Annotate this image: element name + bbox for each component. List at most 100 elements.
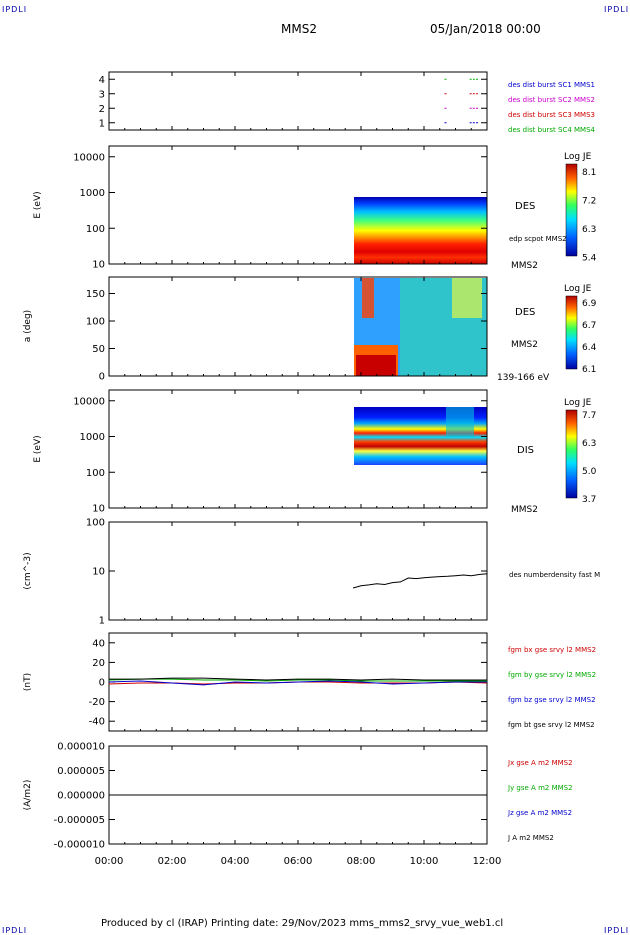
x-tick-label: 08:00 [347, 856, 376, 867]
current-legend-entry: Jy gse A m2 MMS2 [507, 784, 573, 792]
current-legend-entry: J A m2 MMS2 [507, 834, 554, 842]
y-tick-label: 150 [86, 289, 105, 300]
y-tick-label: 100 [86, 224, 105, 235]
y-tick-label: 1 [99, 118, 105, 129]
bfield-line [108, 680, 487, 686]
panel-density-ylabel: (cm^-3) [23, 552, 33, 589]
panel-current-legend: Jx gse A m2 MMS2 Jy gse A m2 MMS2 Jz gse A… [507, 759, 573, 842]
y-tick-label: 1 [99, 616, 105, 627]
panel-dis-energy-ylabel: E (eV) [33, 435, 43, 462]
panel-burst-marks [444, 78, 478, 124]
x-axis-ticks: 00:00 02:00 04:00 06:00 08:00 10:00 12:00 [95, 72, 502, 867]
footer-logo-right: IPDLI [604, 926, 630, 935]
dis-energy-label: DIS [517, 445, 534, 456]
des-pitch-colorbar-title: Log JE [564, 284, 592, 294]
y-tick-label: 10000 [73, 152, 105, 163]
des-pitch-red-top [362, 278, 374, 318]
panel-current-yticks: -0.000010 -0.000005 0.000000 0.000005 0.0000… [54, 742, 487, 851]
y-tick-label: 0.000000 [57, 791, 105, 802]
burst-legend-entry: des dist burst SC2 MMS2 [508, 96, 595, 104]
y-tick-label: 0.000005 [57, 766, 105, 777]
dis-energy-feature [446, 407, 474, 437]
y-tick-label: -40 [89, 717, 105, 728]
x-tick-label: 02:00 [158, 856, 187, 867]
panel-des-energy: 10 100 1000 10000 E (eV) DES edp scpot MMS2… [33, 145, 597, 271]
y-tick-label: 0.000010 [57, 742, 105, 753]
density-line [352, 573, 488, 589]
dis-energy-colorbar-title: Log JE [564, 398, 592, 408]
y-tick-label: 40 [92, 638, 105, 649]
des-energy-colorbar-ticks: 8.1 7.2 6.3 5.4 [582, 168, 597, 264]
des-pitch-label: DES [515, 307, 535, 318]
des-pitch-annotation: MMS2 [511, 340, 538, 350]
spacecraft-title: MMS2 [281, 22, 317, 36]
panel-density: 1 10 100 (cm^-3) des numberdensity fast M [23, 518, 600, 627]
des-pitch-red-core [356, 355, 396, 376]
density-legend: des numberdensity fast M [509, 571, 600, 579]
panel-current: -0.000010 -0.000005 0.000000 0.000005 0.0000… [23, 742, 573, 851]
dis-energy-colorbar-ticks: 7.7 6.3 5.0 3.7 [582, 411, 597, 505]
y-tick-label: 0 [99, 678, 105, 689]
footer-text: Produced by cl (IRAP) Printing date: 29/… [101, 918, 504, 929]
panel-des-pitch: 0 50 100 150 a (deg) DES MMS2 139-166 eV Lo… [23, 276, 597, 383]
bfield-legend-entry: fgm bx gse srvy l2 MMS2 [508, 646, 596, 654]
panel-burst-yticks: 1 2 3 4 [99, 75, 487, 129]
panel-bfield-legend: fgm bx gse srvy l2 MMS2 fgm by gse srvy l… [508, 646, 596, 729]
panel-density-lines [352, 573, 488, 589]
colorbar-tick-label: 7.7 [582, 411, 596, 421]
panel-bfield-ylabel: (nT) [23, 673, 33, 691]
bfield-legend-entry: fgm by gse srvy l2 MMS2 [508, 671, 596, 679]
panel-current-ylabel: (A/m2) [23, 780, 33, 811]
y-tick-label: 50 [92, 344, 105, 355]
datetime-title: 05/Jan/2018 00:00 [430, 22, 541, 36]
logo-left: IPDLI [2, 5, 28, 14]
des-energy-colorbar-title: Log JE [564, 152, 592, 162]
panel-burst-frame [108, 71, 488, 131]
panel-burst-legend: des dist burst SC1 MMS1 des dist burst SC… [508, 81, 596, 134]
y-tick-label: 10 [92, 504, 105, 515]
des-pitch-colorbar-ticks: 6.9 6.7 6.4 6.1 [582, 299, 597, 375]
des-energy-colorbar [565, 163, 578, 257]
burst-legend-entry: des dist burst SC4 MMS4 [508, 126, 596, 134]
y-tick-label: 100 [86, 468, 105, 479]
y-tick-label: 10000 [73, 396, 105, 407]
colorbar-tick-label: 6.3 [582, 439, 596, 449]
colorbar-tick-label: 6.4 [582, 343, 597, 353]
burst-legend-entry: des dist burst SC1 MMS1 [508, 81, 595, 89]
y-tick-label: 10 [92, 260, 105, 271]
x-tick-label: 00:00 [95, 856, 124, 867]
y-tick-label: 10 [92, 567, 105, 578]
colorbar-tick-label: 6.7 [582, 321, 596, 331]
burst-legend-entry: des dist burst SC3 MMS3 [508, 111, 595, 119]
y-tick-label: 100 [86, 317, 105, 328]
x-tick-label: 12:00 [473, 856, 502, 867]
colorbar-tick-label: 5.0 [582, 467, 597, 477]
y-tick-label: -0.000005 [54, 815, 105, 826]
current-legend-entry: Jz gse A m2 MMS2 [507, 809, 572, 817]
panel-dis-energy-yticks: 10 100 1000 10000 [73, 396, 487, 515]
y-tick-label: -0.000010 [54, 840, 105, 851]
y-tick-label: 3 [99, 89, 105, 100]
dis-energy-annotation: MMS2 [511, 505, 538, 515]
bfield-line [109, 677, 487, 681]
y-tick-label: 20 [92, 658, 105, 669]
colorbar-tick-label: 7.2 [582, 197, 596, 207]
des-pitch-yellow-top [452, 278, 482, 318]
colorbar-tick-label: 3.7 [582, 495, 596, 505]
panel-bfield: -40 -20 0 20 40 (nT) fgm bx gse srvy l2 MMS2… [23, 632, 596, 732]
colorbar-tick-label: 6.1 [582, 365, 596, 375]
y-tick-label: 100 [86, 518, 105, 529]
panel-des-energy-yticks: 10 100 1000 10000 [73, 152, 487, 271]
footer-logo-left: IPDLI [2, 926, 28, 935]
panel-bfield-lines [108, 677, 488, 686]
y-tick-label: 1000 [80, 432, 105, 443]
des-energy-spectrogram [354, 197, 487, 264]
current-legend-entry: Jx gse A m2 MMS2 [507, 759, 573, 767]
des-energy-label: DES [515, 201, 535, 212]
colorbar-tick-label: 5.4 [582, 254, 597, 264]
des-pitch-energy-range: 139-166 eV [497, 373, 550, 383]
panel-density-yticks: 1 10 100 [86, 518, 487, 627]
bfield-legend-entry: fgm bt gse srvy l2 MMS2 [508, 721, 595, 729]
dis-energy-colorbar [565, 409, 578, 499]
